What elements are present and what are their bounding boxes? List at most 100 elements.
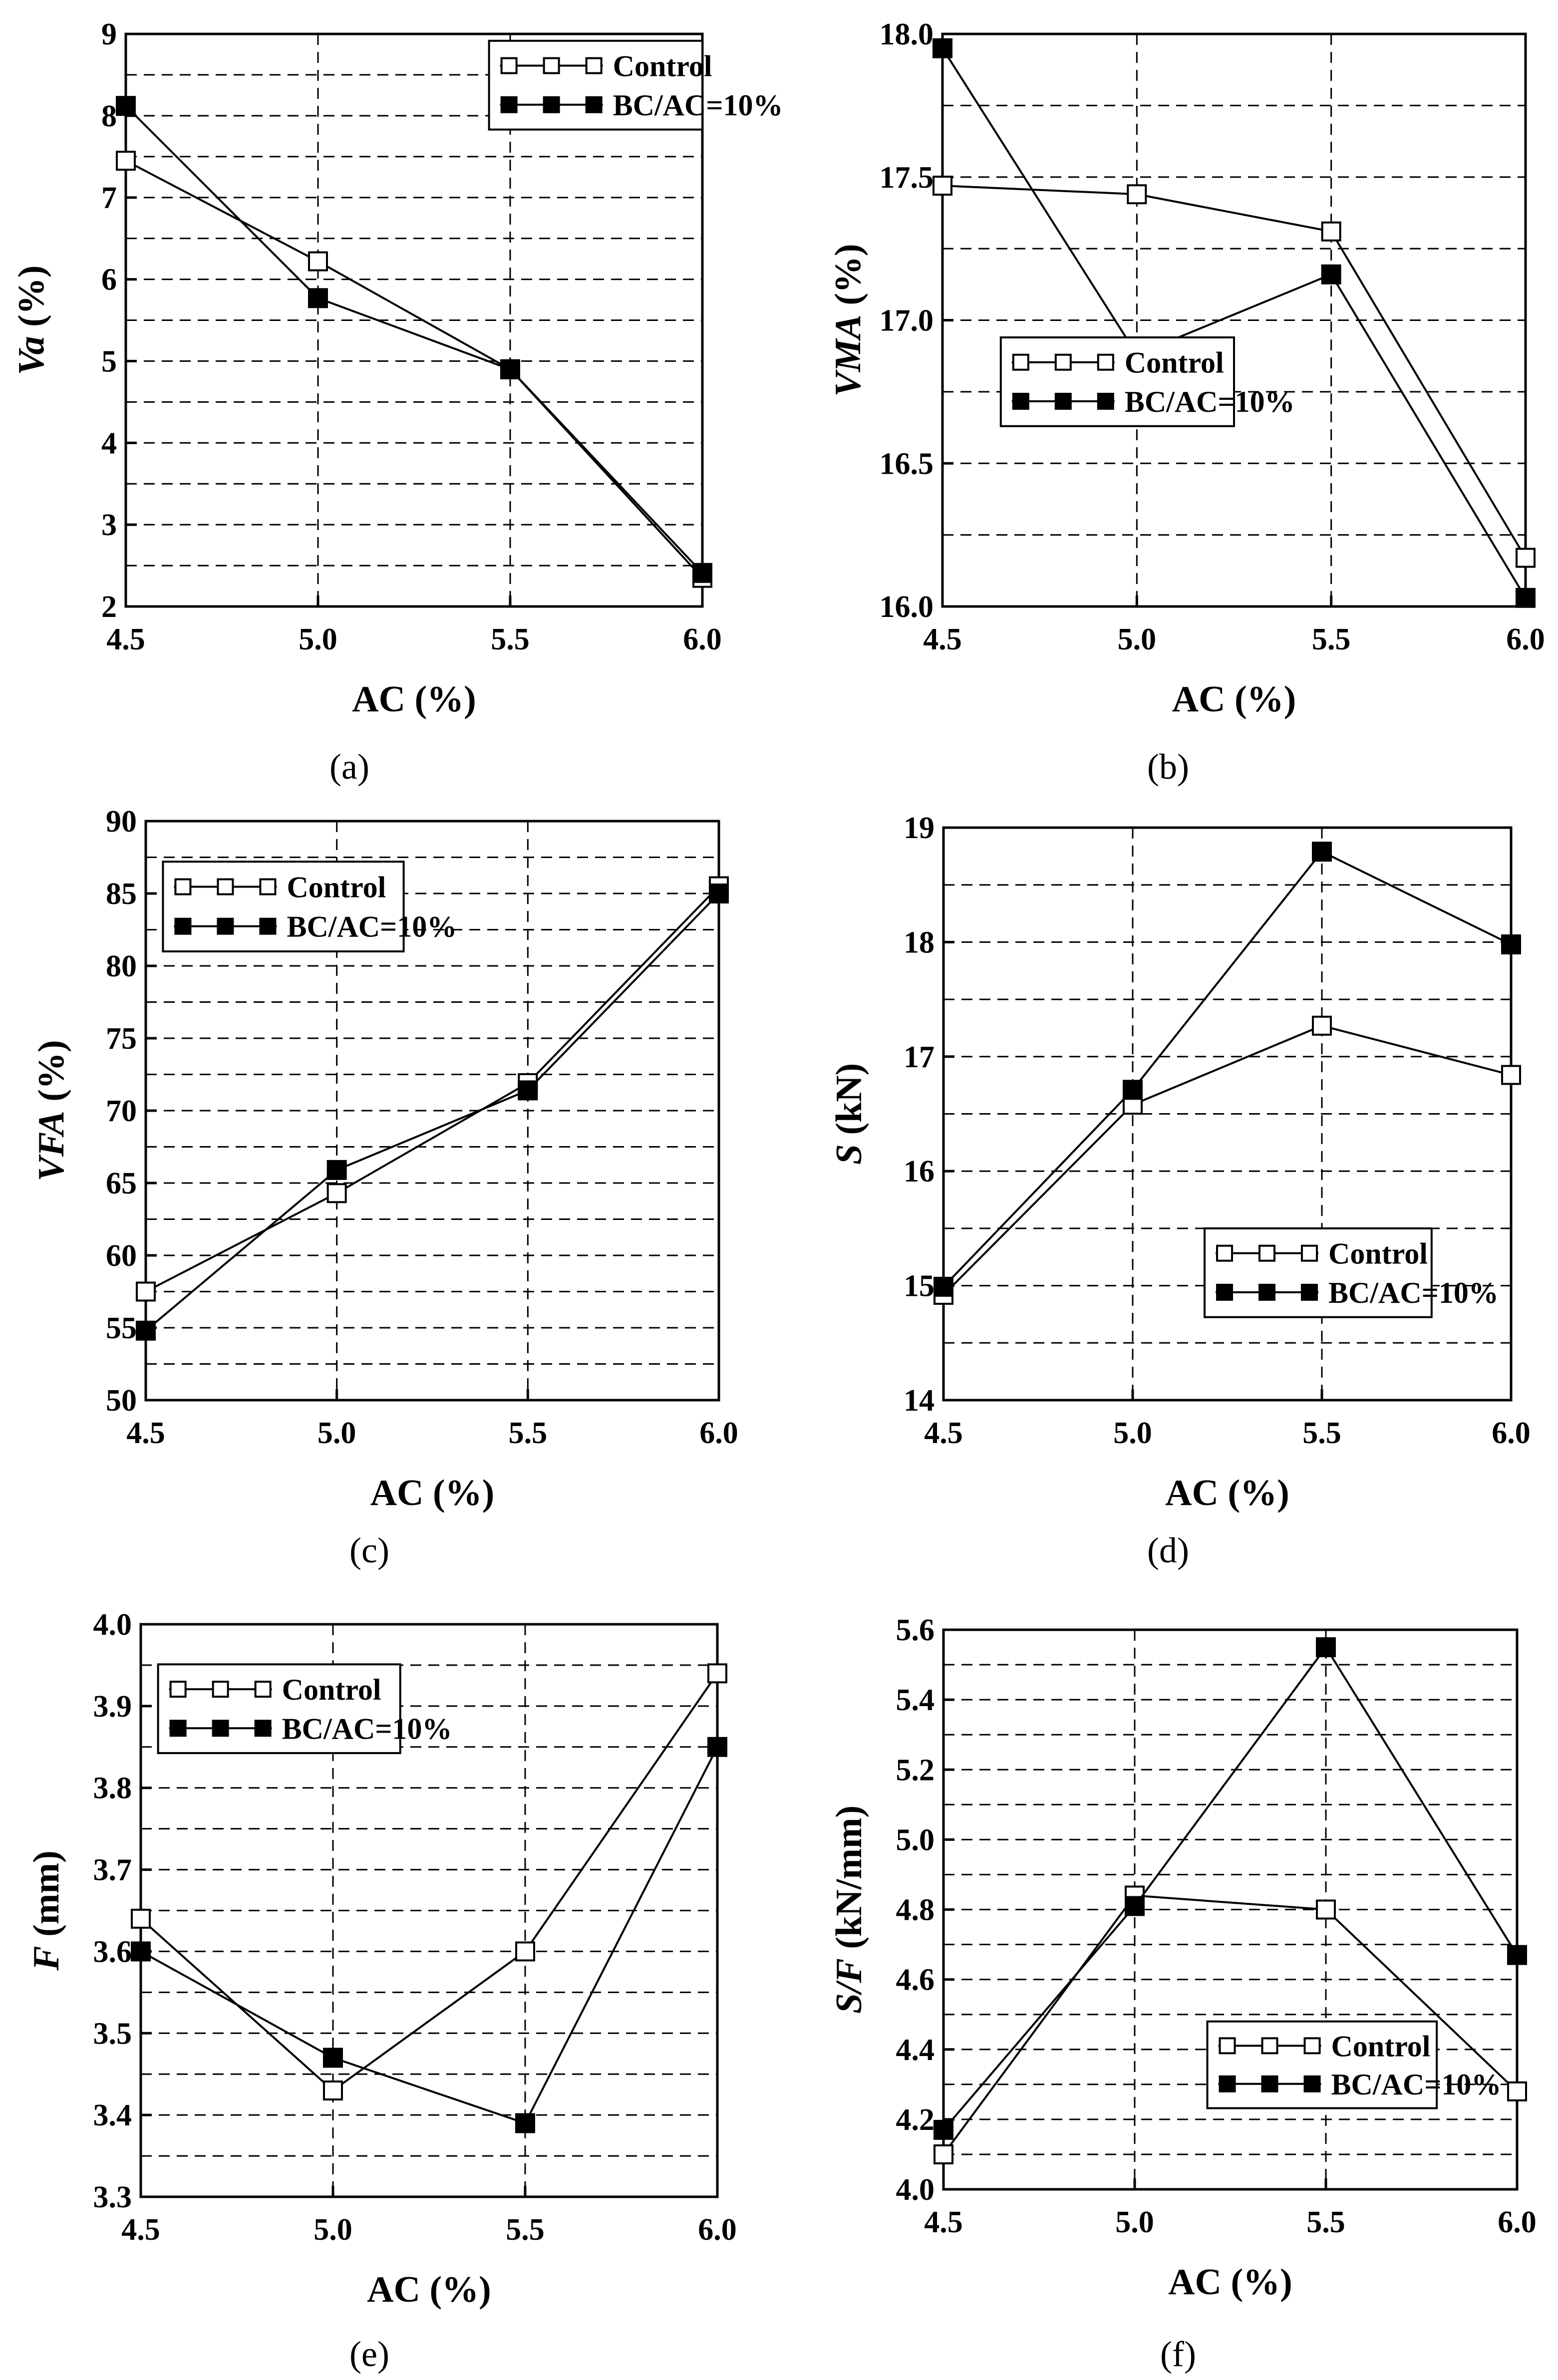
legend-marker-b-0-0 bbox=[1012, 353, 1029, 371]
legend-marker-d-1-1 bbox=[1258, 1283, 1276, 1301]
x-tick-label-a-1: 5.0 bbox=[299, 622, 337, 656]
data-point-a-control-1 bbox=[308, 251, 328, 272]
legend-label-a-1: BC/AC=10% bbox=[613, 89, 783, 122]
x-tick-label-e-2: 5.5 bbox=[506, 2213, 545, 2247]
x-tick-label-b-0: 4.5 bbox=[923, 622, 962, 656]
data-point-b-control-0 bbox=[933, 175, 952, 196]
legend-e: Control BC/AC=10% bbox=[157, 1663, 452, 1755]
legend-marker-e-0-1 bbox=[212, 1681, 229, 1698]
y-tick-label-a-0: 2 bbox=[101, 590, 117, 624]
legend-marker-c-1-0 bbox=[174, 917, 192, 935]
x-tick-label-b-3: 6.0 bbox=[1506, 622, 1545, 656]
data-point-f-control-3 bbox=[1507, 2081, 1527, 2101]
y-tick-label-f-3: 4.6 bbox=[896, 1963, 935, 1997]
plot-frame-d bbox=[942, 826, 1513, 1402]
x-tick-label-d-3: 6.0 bbox=[1492, 1416, 1531, 1450]
legend-marker-b-1-2 bbox=[1097, 392, 1114, 410]
legend-marker-a-1-2 bbox=[585, 96, 603, 113]
data-point-e-control-2 bbox=[515, 1941, 535, 1962]
legend-marker-e-0-2 bbox=[254, 1681, 272, 1698]
y-tick-label-e-7: 4.0 bbox=[93, 1608, 132, 1642]
legend-box-d bbox=[1204, 1227, 1433, 1318]
plot-frame-a bbox=[124, 32, 704, 608]
panel-caption-e: (e) bbox=[349, 2334, 389, 2374]
legend-marker-d-1-0 bbox=[1216, 1283, 1234, 1301]
data-point-a-bcac-1 bbox=[308, 288, 328, 308]
data-point-a-control-0 bbox=[116, 150, 136, 171]
series-line-f-bcac bbox=[942, 1645, 1518, 2131]
chart-panel-a: 2 3 4 5 6 7 8 9 4.5 5.0 5.5 6.0 AC (%) Va (%) Control B… bbox=[11, 17, 783, 787]
panel-caption-b: (b) bbox=[1147, 747, 1189, 787]
legend-marker-a-0-2 bbox=[585, 57, 603, 74]
data-point-b-control-1 bbox=[1127, 184, 1147, 205]
data-point-e-control-0 bbox=[131, 1908, 151, 1929]
panel-caption-c: (c) bbox=[349, 1530, 389, 1570]
data-point-f-bcac-0 bbox=[934, 2119, 953, 2140]
x-tick-label-e-1: 5.0 bbox=[313, 2213, 352, 2247]
data-point-e-bcac-0 bbox=[131, 1941, 151, 1962]
x-tick-label-f-3: 6.0 bbox=[1498, 2205, 1537, 2239]
y-tick-label-b-4: 18.0 bbox=[880, 17, 934, 51]
x-tick-label-c-2: 5.5 bbox=[509, 1416, 548, 1450]
legend-label-c-1: BC/AC=10% bbox=[287, 910, 457, 943]
data-point-b-control-3 bbox=[1516, 548, 1536, 568]
legend-marker-f-0-1 bbox=[1261, 2037, 1278, 2055]
y-tick-label-a-7: 9 bbox=[101, 17, 117, 51]
legend-marker-a-1-0 bbox=[500, 96, 518, 113]
legend-box-a bbox=[488, 39, 704, 131]
legend-marker-e-1-1 bbox=[212, 1720, 229, 1737]
y-tick-label-c-3: 65 bbox=[106, 1167, 137, 1200]
chart-panel-c: 50 55 60 65 70 75 80 85 90 4.5 5.0 5.5 6.0 AC (%) VFA … bbox=[31, 805, 738, 1570]
y-tick-label-e-5: 3.8 bbox=[93, 1772, 132, 1805]
data-point-c-control-1 bbox=[326, 1183, 347, 1203]
y-tick-label-f-6: 5.2 bbox=[896, 1753, 935, 1787]
legend-marker-e-0-0 bbox=[169, 1681, 187, 1698]
legend-marker-c-1-2 bbox=[259, 917, 277, 935]
x-tick-label-d-1: 5.0 bbox=[1113, 1416, 1152, 1450]
data-point-d-bcac-3 bbox=[1501, 934, 1521, 954]
data-point-e-control-3 bbox=[707, 1663, 727, 1684]
chart-panel-f: 4.0 4.2 4.4 4.6 4.8 5.0 5.2 5.4 5.6 4.5 5.0 5.5 6.0 A… bbox=[829, 1613, 1537, 2374]
y-tick-label-f-8: 5.6 bbox=[896, 1613, 935, 1647]
data-point-b-bcac-2 bbox=[1321, 264, 1341, 285]
x-tick-label-c-0: 4.5 bbox=[126, 1416, 165, 1450]
data-point-b-control-2 bbox=[1321, 221, 1341, 242]
y-tick-label-c-0: 50 bbox=[106, 1384, 137, 1418]
y-tick-label-b-3: 17.5 bbox=[880, 161, 934, 195]
series-line-d-bcac bbox=[942, 850, 1512, 1288]
data-point-c-bcac-1 bbox=[326, 1160, 347, 1180]
data-point-f-bcac-1 bbox=[1125, 1896, 1145, 1916]
y-tick-label-c-5: 75 bbox=[106, 1022, 137, 1056]
y-axis-variable-c: VFA bbox=[31, 1111, 72, 1181]
data-point-b-bcac-3 bbox=[1516, 588, 1536, 608]
legend-marker-a-1-1 bbox=[543, 96, 560, 113]
legend-label-e-0: Control bbox=[282, 1673, 381, 1706]
data-point-d-control-3 bbox=[1501, 1065, 1521, 1085]
legend-a: Control BC/AC=10% bbox=[488, 39, 783, 131]
y-axis-variable-b: VMA bbox=[828, 314, 869, 397]
y-tick-label-d-0: 14 bbox=[904, 1384, 935, 1418]
legend-label-d-0: Control bbox=[1328, 1237, 1428, 1270]
legend-marker-c-0-0 bbox=[174, 878, 192, 895]
legend-box-f bbox=[1206, 2020, 1438, 2109]
y-tick-label-a-4: 6 bbox=[101, 263, 117, 297]
legend-label-d-1: BC/AC=10% bbox=[1328, 1276, 1499, 1309]
data-point-c-bcac-3 bbox=[709, 884, 729, 903]
legend-marker-b-1-0 bbox=[1012, 392, 1029, 410]
data-point-b-bcac-0 bbox=[933, 38, 952, 58]
x-tick-label-d-2: 5.5 bbox=[1302, 1416, 1341, 1450]
legend-marker-e-1-0 bbox=[169, 1720, 187, 1737]
data-point-d-bcac-0 bbox=[934, 1276, 953, 1297]
legend-marker-f-0-0 bbox=[1219, 2037, 1236, 2055]
legend-marker-b-1-1 bbox=[1054, 392, 1072, 410]
y-tick-label-c-2: 60 bbox=[106, 1239, 137, 1273]
x-axis-title-e: AC (%) bbox=[367, 2269, 491, 2310]
legend-marker-b-0-2 bbox=[1097, 353, 1114, 371]
data-point-d-control-2 bbox=[1312, 1015, 1332, 1036]
series-line-b-control bbox=[942, 184, 1527, 559]
legend-f: Control BC/AC=10% bbox=[1206, 2020, 1501, 2109]
y-axis-title-e: F (mm) bbox=[26, 1850, 67, 1971]
x-tick-label-f-1: 5.0 bbox=[1115, 2205, 1154, 2239]
legend-box-e bbox=[157, 1663, 401, 1755]
